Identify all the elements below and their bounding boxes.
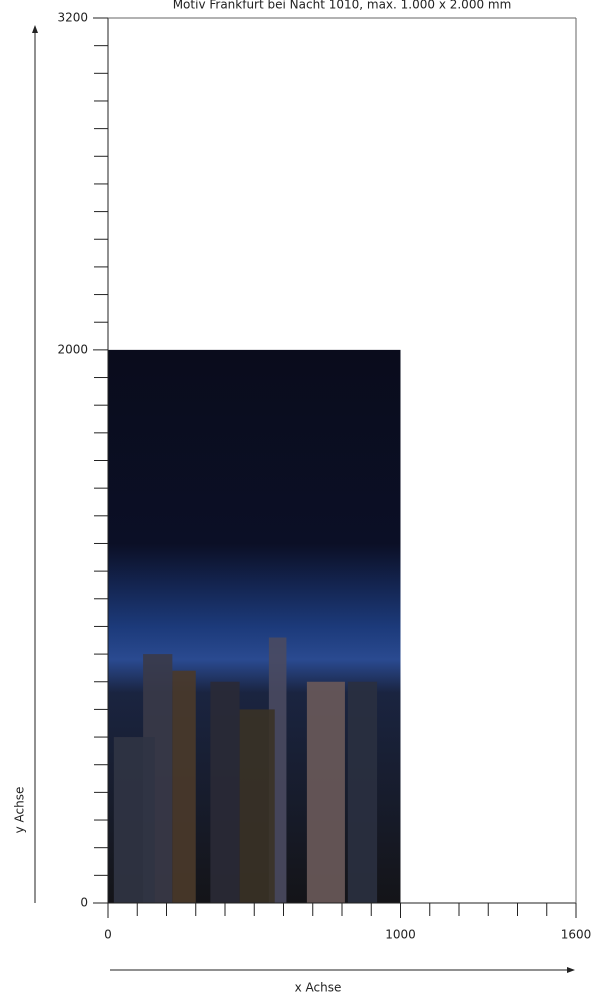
y-tick-label: 0 xyxy=(80,896,88,910)
building xyxy=(239,709,275,903)
y-tick-label: 3200 xyxy=(57,11,88,25)
y-axis-label: y Achse xyxy=(13,787,27,834)
building xyxy=(347,681,378,903)
building xyxy=(172,670,196,903)
x-tick-label: 1600 xyxy=(561,928,592,942)
chart-title: Motiv Frankfurt bei Nacht 1010, max. 1.0… xyxy=(173,0,512,12)
x-axis-label: x Achse xyxy=(295,981,342,995)
building xyxy=(306,681,345,903)
y-tick-label: 2000 xyxy=(57,342,88,356)
building xyxy=(113,737,155,903)
x-tick-label: 0 xyxy=(104,928,112,942)
building xyxy=(210,681,240,903)
x-tick-label: 1000 xyxy=(385,928,416,942)
